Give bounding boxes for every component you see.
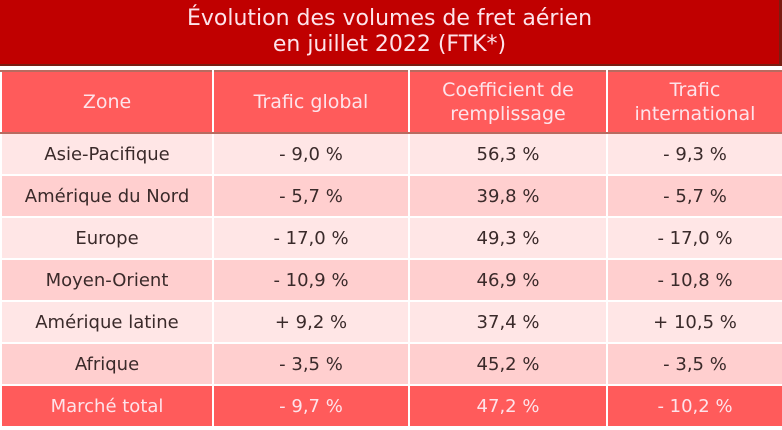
cell-coefficient: 39,8 %	[408, 175, 608, 218]
cell-zone: Asie-Pacifique	[0, 133, 214, 176]
header-trafic-international: Trafic international	[606, 70, 782, 134]
cell-trafic-global: + 9,2 %	[212, 301, 410, 344]
cell-zone: Afrique	[0, 343, 214, 386]
cell-zone: Europe	[0, 217, 214, 260]
cell-trafic-international: - 3,5 %	[606, 343, 782, 386]
title-line-2: en juillet 2022 (FTK*)	[272, 32, 507, 57]
cell-trafic-international: - 9,3 %	[606, 133, 782, 176]
header-zone: Zone	[0, 70, 214, 134]
cell-coefficient: 46,9 %	[408, 259, 608, 302]
cell-trafic-global: - 9,0 %	[212, 133, 410, 176]
cell-zone: Amérique du Nord	[0, 175, 214, 218]
header-coefficient-remplissage: Coefficient de remplissage	[408, 70, 608, 134]
table-row: Moyen-Orient - 10,9 % 46,9 % - 10,8 %	[0, 259, 782, 302]
table-row: Amérique latine + 9,2 % 37,4 % + 10,5 %	[0, 301, 782, 344]
cell-coefficient: 56,3 %	[408, 133, 608, 176]
cell-zone: Amérique latine	[0, 301, 214, 344]
cell-trafic-international-total: - 10,2 %	[606, 384, 782, 428]
table-row: Afrique - 3,5 % 45,2 % - 3,5 %	[0, 343, 782, 386]
cell-trafic-global: - 3,5 %	[212, 343, 410, 386]
total-row: Marché total - 9,7 % 47,2 % - 10,2 %	[0, 384, 782, 428]
cell-trafic-global-total: - 9,7 %	[212, 384, 410, 428]
table-title: Évolution des volumes de fret aérien en …	[0, 0, 782, 66]
header-row: Zone Trafic global Coefficient de rempli…	[0, 70, 782, 134]
cell-coefficient: 49,3 %	[408, 217, 608, 260]
table-row: Asie-Pacifique - 9,0 % 56,3 % - 9,3 %	[0, 133, 782, 176]
cell-coefficient: 45,2 %	[408, 343, 608, 386]
cell-trafic-international: - 5,7 %	[606, 175, 782, 218]
cell-trafic-global: - 17,0 %	[212, 217, 410, 260]
cell-coefficient: 37,4 %	[408, 301, 608, 344]
cell-trafic-international: - 17,0 %	[606, 217, 782, 260]
cell-trafic-global: - 5,7 %	[212, 175, 410, 218]
table-row: Amérique du Nord - 5,7 % 39,8 % - 5,7 %	[0, 175, 782, 218]
cell-trafic-international: - 10,8 %	[606, 259, 782, 302]
table-row: Europe - 17,0 % 49,3 % - 17,0 %	[0, 217, 782, 260]
cell-trafic-global: - 10,9 %	[212, 259, 410, 302]
cell-zone-total: Marché total	[0, 384, 214, 428]
freight-volume-table: Zone Trafic global Coefficient de rempli…	[0, 70, 782, 428]
cell-trafic-international: + 10,5 %	[606, 301, 782, 344]
cell-zone: Moyen-Orient	[0, 259, 214, 302]
cell-coefficient-total: 47,2 %	[408, 384, 608, 428]
header-trafic-global: Trafic global	[212, 70, 410, 134]
title-line-1: Évolution des volumes de fret aérien	[186, 6, 593, 31]
